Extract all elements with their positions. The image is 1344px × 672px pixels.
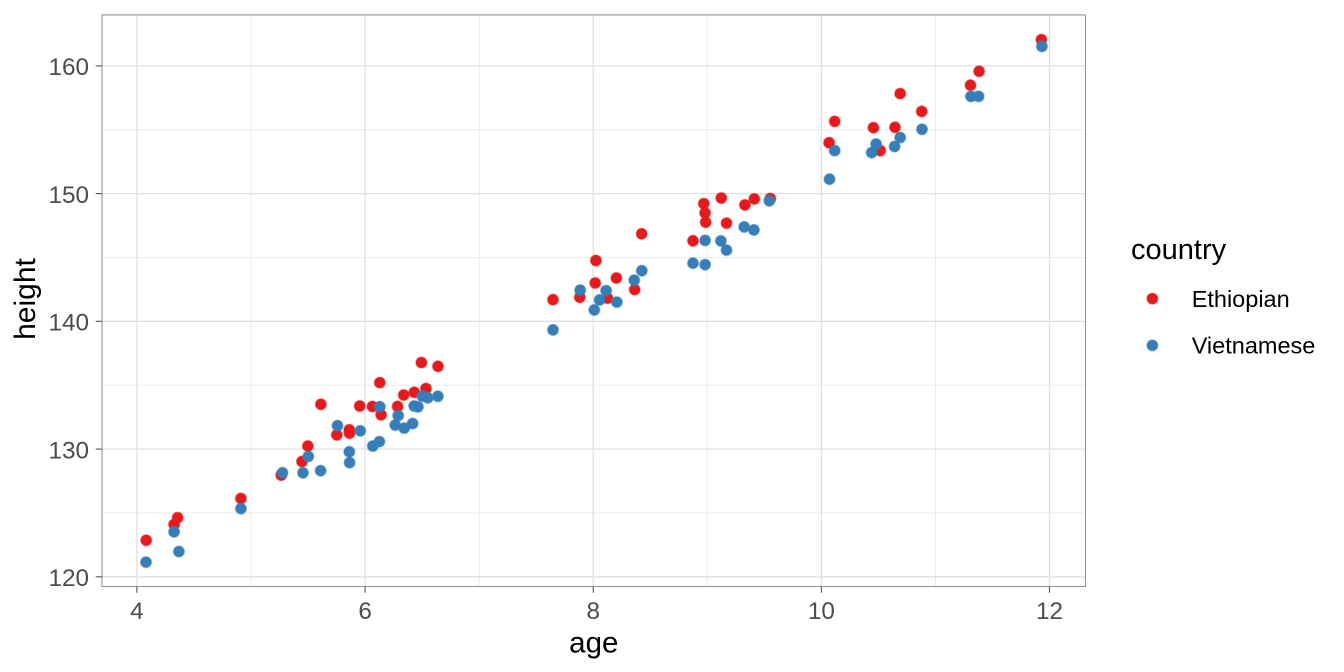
svg-text:12: 12: [1036, 598, 1063, 625]
svg-text:140: 140: [48, 310, 89, 337]
svg-text:country: country: [1131, 234, 1227, 266]
svg-text:Vietnamese: Vietnamese: [1192, 333, 1316, 359]
svg-text:130: 130: [48, 437, 89, 464]
svg-text:150: 150: [48, 182, 89, 209]
svg-text:height: height: [9, 257, 42, 339]
svg-text:4: 4: [130, 598, 144, 625]
svg-text:age: age: [569, 627, 618, 660]
svg-text:Ethiopian: Ethiopian: [1192, 286, 1290, 312]
svg-text:10: 10: [808, 598, 835, 625]
svg-text:8: 8: [586, 598, 600, 625]
svg-text:160: 160: [48, 54, 89, 81]
svg-text:120: 120: [48, 565, 89, 592]
svg-text:6: 6: [358, 598, 372, 625]
